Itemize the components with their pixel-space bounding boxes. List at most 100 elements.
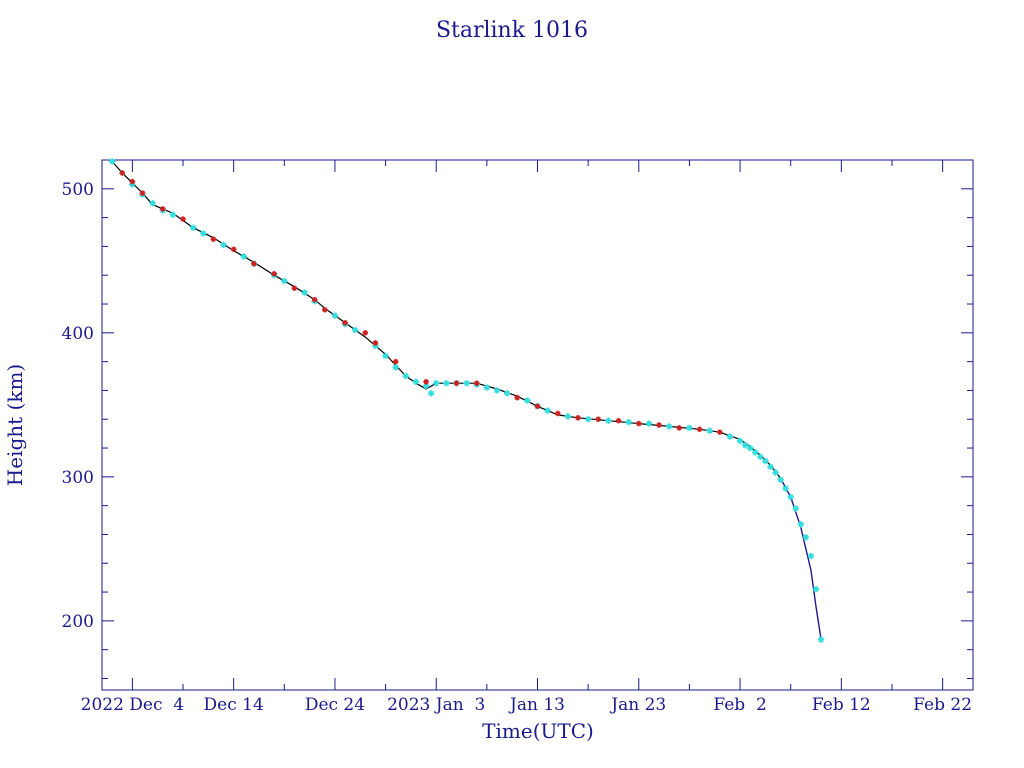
marker-stroke	[808, 553, 814, 559]
red-data-point	[615, 417, 622, 424]
marker-stroke	[332, 312, 338, 319]
cyan-data-point	[746, 444, 754, 452]
plot-border	[101, 159, 974, 691]
marker-stroke	[109, 158, 115, 165]
marker-stroke	[352, 327, 358, 333]
marker-stroke	[757, 453, 764, 460]
marker-stroke	[140, 190, 145, 196]
cyan-data-point	[792, 505, 799, 512]
cyan-data-point	[493, 387, 501, 394]
cyan-data-point	[736, 437, 744, 445]
marker-stroke	[818, 636, 824, 643]
marker-stroke	[443, 380, 450, 386]
cyan-data-point	[782, 485, 789, 492]
chart-title: Starlink 1016	[436, 18, 588, 43]
red-data-point	[271, 270, 277, 277]
cyan-data-point	[382, 352, 389, 360]
red-data-point	[635, 420, 642, 427]
red-data-point	[342, 319, 348, 326]
marker-stroke	[803, 534, 809, 541]
cyan-data-point	[524, 397, 531, 404]
marker-stroke	[433, 380, 439, 386]
marker-stroke	[241, 253, 247, 260]
red-data-point	[595, 416, 602, 423]
marker-stroke	[697, 426, 703, 432]
red-data-point	[230, 246, 237, 253]
marker-stroke	[403, 373, 409, 379]
y-axis-label: Height (km)	[3, 364, 27, 486]
y-tick-label: 200	[62, 612, 94, 632]
x-tick-label: Feb 2	[713, 695, 766, 715]
marker-stroke	[535, 403, 540, 409]
marker-stroke	[524, 397, 531, 404]
cyan-data-point	[200, 230, 207, 237]
cyan-data-point	[802, 534, 810, 541]
marker-stroke	[210, 236, 216, 242]
cyan-data-point	[706, 427, 713, 434]
red-data-point	[717, 429, 723, 436]
cyan-data-point	[108, 158, 116, 165]
cyan-data-point	[351, 326, 359, 334]
cyan-data-point	[645, 420, 653, 427]
cyan-data-point	[812, 585, 820, 593]
cyan-data-point	[412, 378, 420, 385]
marker-stroke	[322, 307, 328, 313]
cyan-data-point	[463, 380, 470, 387]
x-axis-label: Time(UTC)	[482, 719, 594, 743]
red-data-point	[656, 422, 662, 428]
cyan-data-point	[427, 390, 435, 397]
cyan-data-point	[797, 521, 805, 528]
red-data-point	[534, 403, 541, 410]
marker-stroke	[362, 330, 368, 336]
tick-labels: 200 300 400 500 2022 Dec 4 Dec 14 Dec 24 2023 J…	[62, 180, 972, 715]
marker-stroke	[625, 419, 632, 425]
marker-stroke	[706, 428, 713, 434]
marker-stroke	[798, 521, 804, 528]
x-tick-label: Jan 13	[508, 695, 565, 715]
cyan-data-point	[169, 211, 177, 218]
red-data-point	[453, 380, 460, 387]
cyan-data-point	[220, 241, 227, 249]
cyan-data-point	[443, 380, 450, 387]
cyan-data-point	[726, 433, 734, 440]
cyan-data-point	[777, 476, 784, 483]
fit-line	[111, 161, 782, 479]
marker-stroke	[291, 285, 297, 291]
cyan-data-point	[301, 289, 308, 296]
marker-stroke	[119, 170, 125, 176]
marker-stroke	[251, 261, 257, 267]
red-data-point	[291, 285, 298, 291]
red-data-point	[129, 178, 136, 185]
data-series	[108, 158, 825, 643]
marker-stroke	[636, 421, 642, 427]
y-tick-label: 500	[62, 180, 94, 200]
marker-stroke	[149, 200, 156, 206]
red-data-point	[575, 414, 581, 421]
cyan-data-point	[741, 441, 749, 449]
marker-stroke	[231, 246, 237, 252]
marker-stroke	[727, 433, 733, 440]
marker-stroke	[666, 423, 672, 430]
x-tick-label: Feb 12	[812, 695, 871, 715]
x-tick-label: Jan 23	[609, 695, 666, 715]
cyan-data-point	[762, 457, 769, 465]
marker-stroke	[544, 407, 551, 414]
cyan-data-point	[189, 224, 197, 231]
marker-stroke	[281, 278, 288, 284]
marker-stroke	[813, 586, 819, 592]
marker-stroke	[301, 289, 308, 296]
red-data-point	[322, 306, 328, 313]
cyan-data-point	[240, 253, 247, 260]
marker-stroke	[772, 469, 779, 476]
marker-stroke	[565, 413, 571, 420]
cyan-data-point	[544, 407, 551, 414]
marker-stroke	[423, 379, 429, 385]
marker-stroke	[747, 445, 753, 451]
marker-stroke	[190, 224, 196, 231]
marker-stroke	[271, 271, 277, 277]
marker-stroke	[372, 340, 378, 346]
marker-stroke	[160, 206, 166, 212]
x-tick-label: Feb 22	[913, 695, 972, 715]
marker-stroke	[575, 415, 581, 421]
marker-stroke	[777, 476, 784, 483]
